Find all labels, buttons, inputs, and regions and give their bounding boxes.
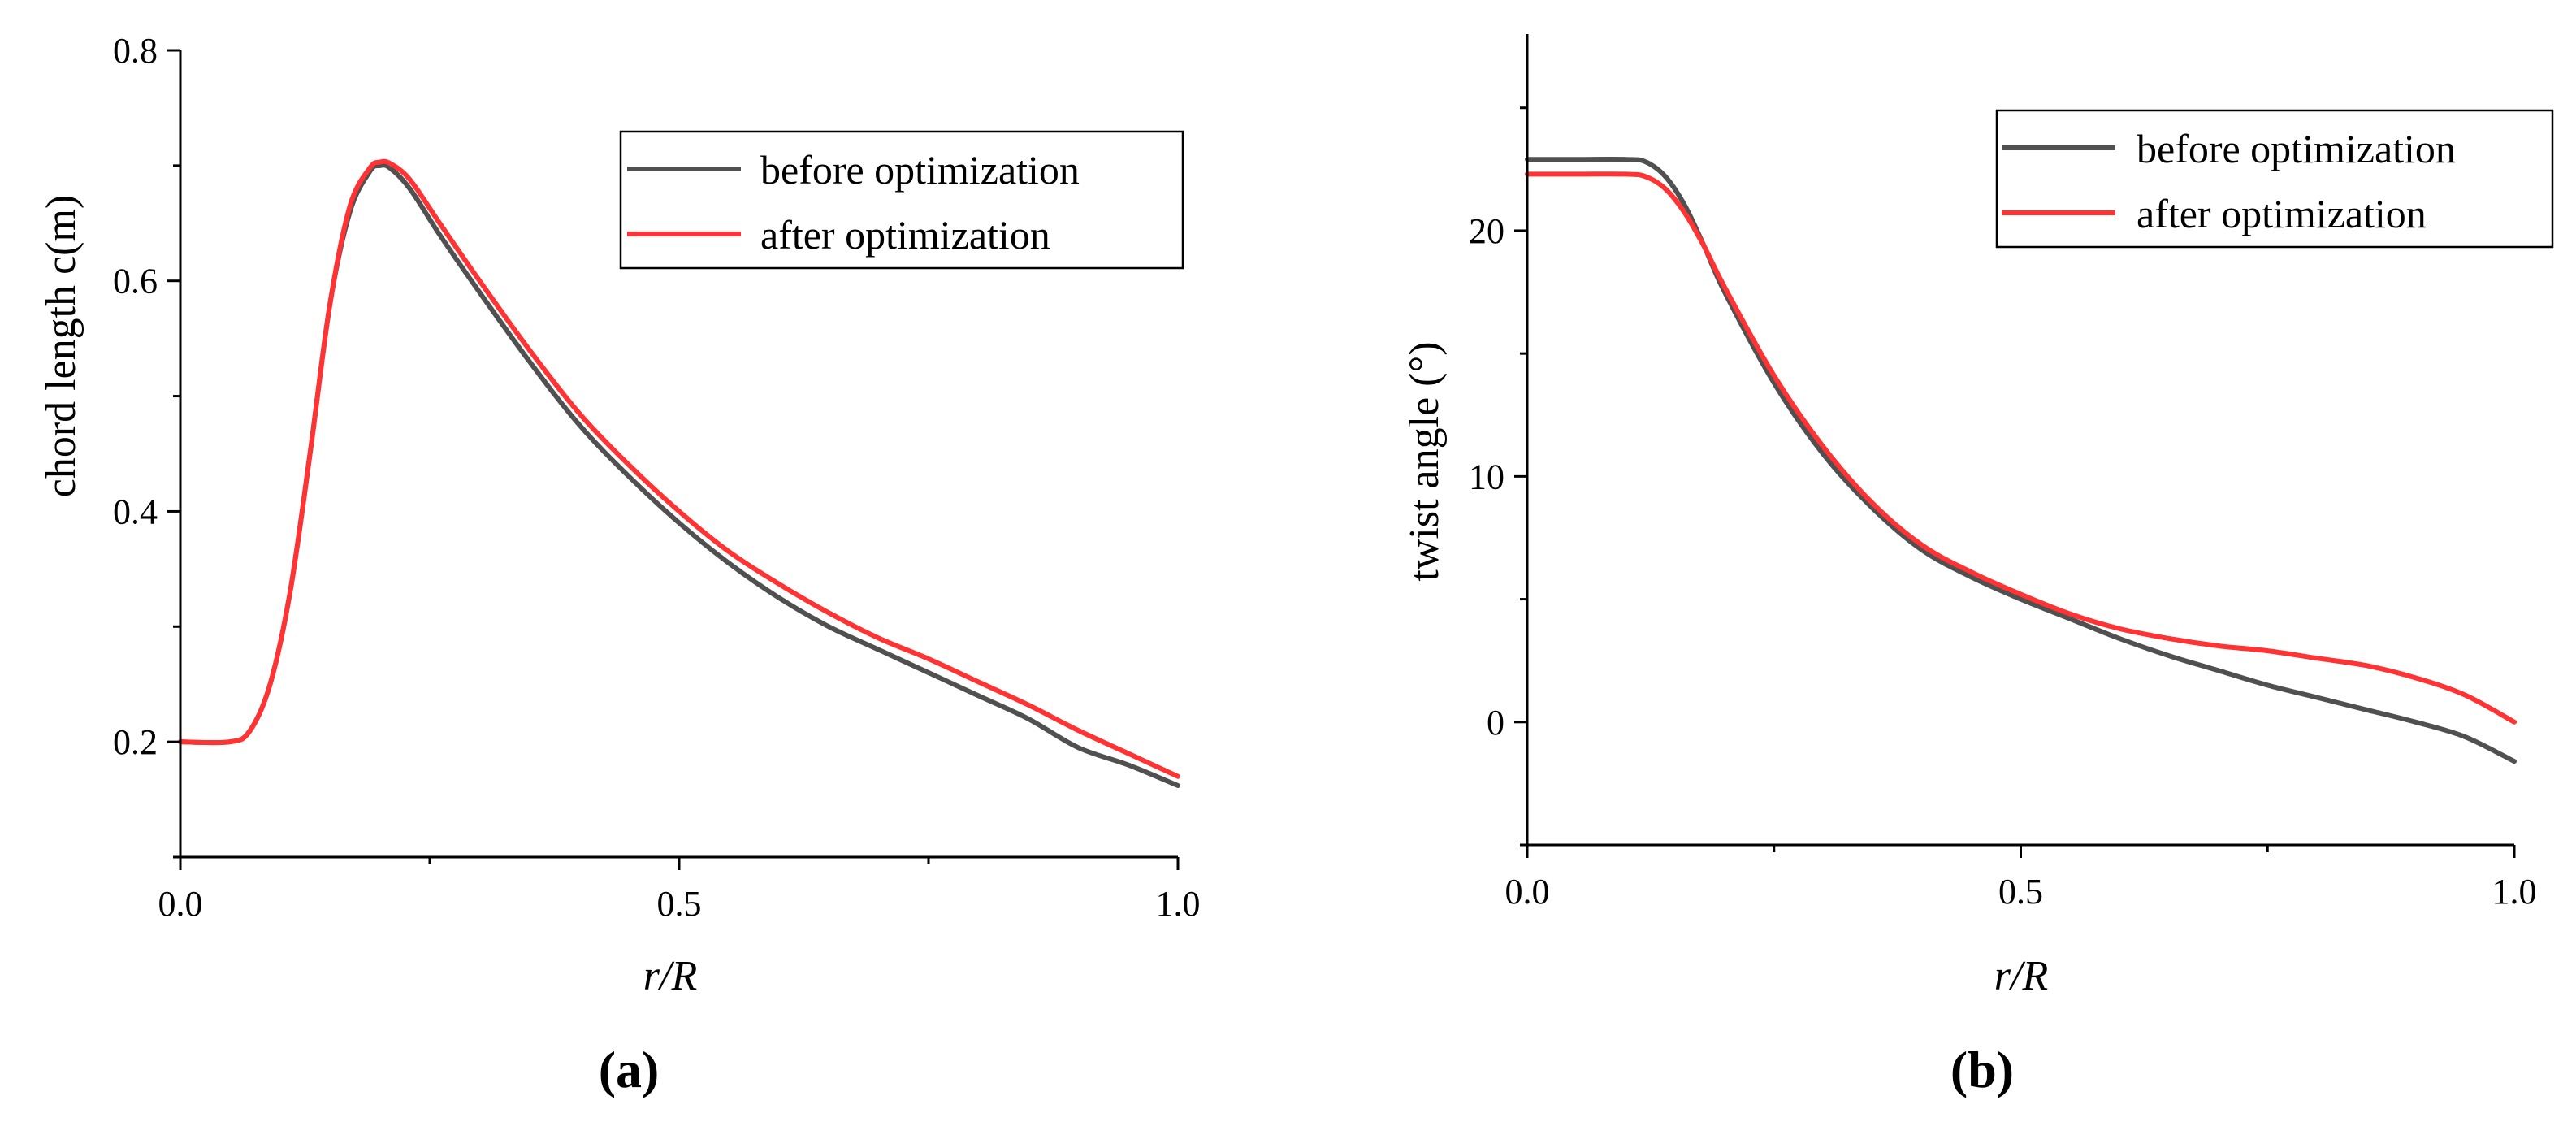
- y-axis-title: chord length c(m): [38, 195, 84, 498]
- chord-ticks: 0.0 0.5 1.0 0.2 0.4 0.6 0.8: [113, 31, 1201, 924]
- y-tick-label: 0.2: [113, 722, 158, 762]
- legend-box: [619, 130, 1184, 270]
- x-axis-title: r/R: [643, 953, 697, 999]
- series-before-optimization-line: [1525, 156, 2517, 764]
- twist-curves: [1525, 156, 2517, 764]
- panel-label-a: (a): [599, 1041, 660, 1098]
- legend-label-before: before optimization: [760, 147, 1080, 193]
- y-tick-label: 10: [1469, 457, 1504, 496]
- legend: before optimization after optimization: [1995, 109, 2554, 249]
- x-tick-label: 0.0: [158, 884, 203, 924]
- x-tick-label: 1.0: [1156, 884, 1201, 924]
- y-tick-label: 0.4: [113, 492, 158, 531]
- y-tick-label: 0.6: [113, 262, 158, 301]
- series-after-optimization-line: [1525, 171, 2517, 725]
- twist-ticks: 0.0 0.5 1.0 0 10 20: [1469, 106, 2537, 912]
- legend-label-after: after optimization: [760, 212, 1050, 258]
- x-tick-label: 0.0: [1505, 872, 1550, 912]
- legend-label-before: before optimization: [2137, 126, 2456, 171]
- legend: before optimization after optimization: [619, 130, 1184, 270]
- y-tick-label: 20: [1469, 211, 1504, 251]
- series-after-optimization-line: [178, 158, 1180, 779]
- panel-a: 0.0 0.5 1.0 0.2 0.4 0.6 0.8 r/R chord length c…: [38, 31, 1201, 1098]
- legend-label-after: after optimization: [2137, 191, 2427, 236]
- x-axis-title: r/R: [1994, 953, 2048, 999]
- y-axis-title: twist angle (°): [1401, 341, 1448, 581]
- chord-curves: [178, 158, 1180, 788]
- x-tick-label: 1.0: [2492, 872, 2537, 912]
- x-tick-label: 0.5: [1998, 872, 2043, 912]
- y-tick-label: 0.8: [113, 31, 158, 71]
- legend-box: [1995, 109, 2554, 249]
- y-tick-label: 0: [1487, 703, 1504, 743]
- x-tick-label: 0.5: [657, 884, 702, 924]
- panel-label-b: (b): [1950, 1041, 2014, 1098]
- panel-b: 0.0 0.5 1.0 0 10 20 r/R twist angle (°) befor…: [1401, 34, 2554, 1098]
